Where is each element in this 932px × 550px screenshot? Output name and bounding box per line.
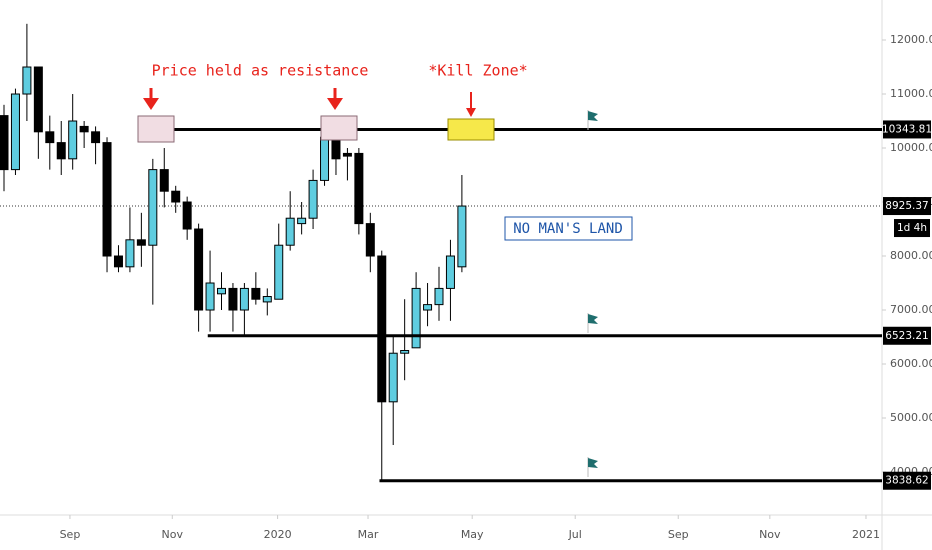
x-tick-label: Nov <box>759 528 781 541</box>
candle-body <box>113 255 123 268</box>
level-label: 10343.81 <box>882 123 932 135</box>
candle-body <box>342 152 352 157</box>
candle-body <box>320 136 330 181</box>
x-tick-label: Jul <box>568 528 582 541</box>
x-tick-label: May <box>461 528 484 541</box>
x-tick-label: 2021 <box>852 528 880 541</box>
candle-body <box>102 142 112 257</box>
level-label: 3838.62 <box>885 475 928 487</box>
candle-body <box>239 287 249 311</box>
candle-body <box>182 201 192 230</box>
x-tick-label: Mar <box>358 528 379 541</box>
level-label: 6523.21 <box>885 330 928 342</box>
last-price-label: 8925.37 <box>885 200 928 212</box>
price-axis: 12000.0011000.0010000.009000.008000.0070… <box>60 33 932 541</box>
candle-body <box>125 239 135 268</box>
candle-body <box>400 350 410 354</box>
flag <box>588 314 598 324</box>
candle-body <box>217 287 227 295</box>
y-tick-label: 12000.00 <box>890 33 932 46</box>
candle-body <box>377 255 387 403</box>
timer-bg <box>894 219 930 238</box>
y-tick-label: 10000.00 <box>890 141 932 154</box>
candle-body <box>308 179 318 219</box>
candle-body <box>434 287 444 306</box>
candle-body <box>91 131 101 144</box>
candle-body <box>411 287 421 349</box>
candle-body <box>68 120 78 160</box>
candle-body <box>45 131 55 144</box>
candle-body <box>33 66 43 133</box>
candle-body <box>445 255 455 289</box>
candle-body <box>457 205 467 268</box>
y-tick-label: 6000.00 <box>890 357 932 370</box>
candle-body <box>148 169 158 246</box>
annotation: Price held as resistance <box>152 62 369 80</box>
candle-body <box>0 115 9 171</box>
candle-body <box>274 244 284 300</box>
level-label-bg <box>883 120 931 139</box>
candle-body <box>423 304 433 311</box>
flag <box>588 111 598 121</box>
candle-body <box>297 217 307 225</box>
candle-body <box>354 152 364 225</box>
flags <box>587 110 598 477</box>
flag <box>588 458 598 468</box>
candle-body <box>10 93 20 171</box>
highlight-box <box>320 115 358 141</box>
annotation: *Kill Zone* <box>428 62 527 80</box>
candle-body <box>365 223 375 257</box>
y-tick-label: 7000.00 <box>890 303 932 316</box>
candle-body <box>136 239 146 246</box>
arrow-head <box>327 98 343 110</box>
level-label-bg <box>883 471 931 490</box>
candle-body <box>205 282 215 311</box>
candle-body <box>159 169 169 192</box>
candle-body <box>262 296 272 303</box>
timer-label: 1d 4h <box>897 222 927 234</box>
arrow-head <box>466 108 476 117</box>
candle-body <box>171 190 181 203</box>
arrows <box>143 88 476 117</box>
candle-body <box>22 66 32 95</box>
highlight-box <box>137 115 175 143</box>
candle-body <box>285 217 295 246</box>
candle-body <box>251 287 261 300</box>
candle-body <box>56 142 66 160</box>
x-tick-label: 2020 <box>264 528 292 541</box>
arrow-head <box>143 98 159 110</box>
candle-body <box>228 287 238 311</box>
candle-body <box>194 228 204 311</box>
x-tick-label: Sep <box>668 528 689 541</box>
level-label-bg <box>883 326 931 345</box>
y-tick-label: 5000.00 <box>890 411 932 424</box>
annotation-box <box>504 216 633 241</box>
x-tick-label: Sep <box>60 528 81 541</box>
y-tick-label: 8000.00 <box>890 249 932 262</box>
candle-body <box>388 352 398 403</box>
last-price-label-bg <box>883 197 931 216</box>
x-tick-label: Nov <box>162 528 184 541</box>
plot-area <box>0 23 882 483</box>
y-tick-label: 11000.00 <box>890 87 932 100</box>
annotation: NO MAN'S LAND <box>513 221 623 237</box>
kill-zone-box <box>447 118 495 141</box>
candle-body <box>79 125 89 133</box>
